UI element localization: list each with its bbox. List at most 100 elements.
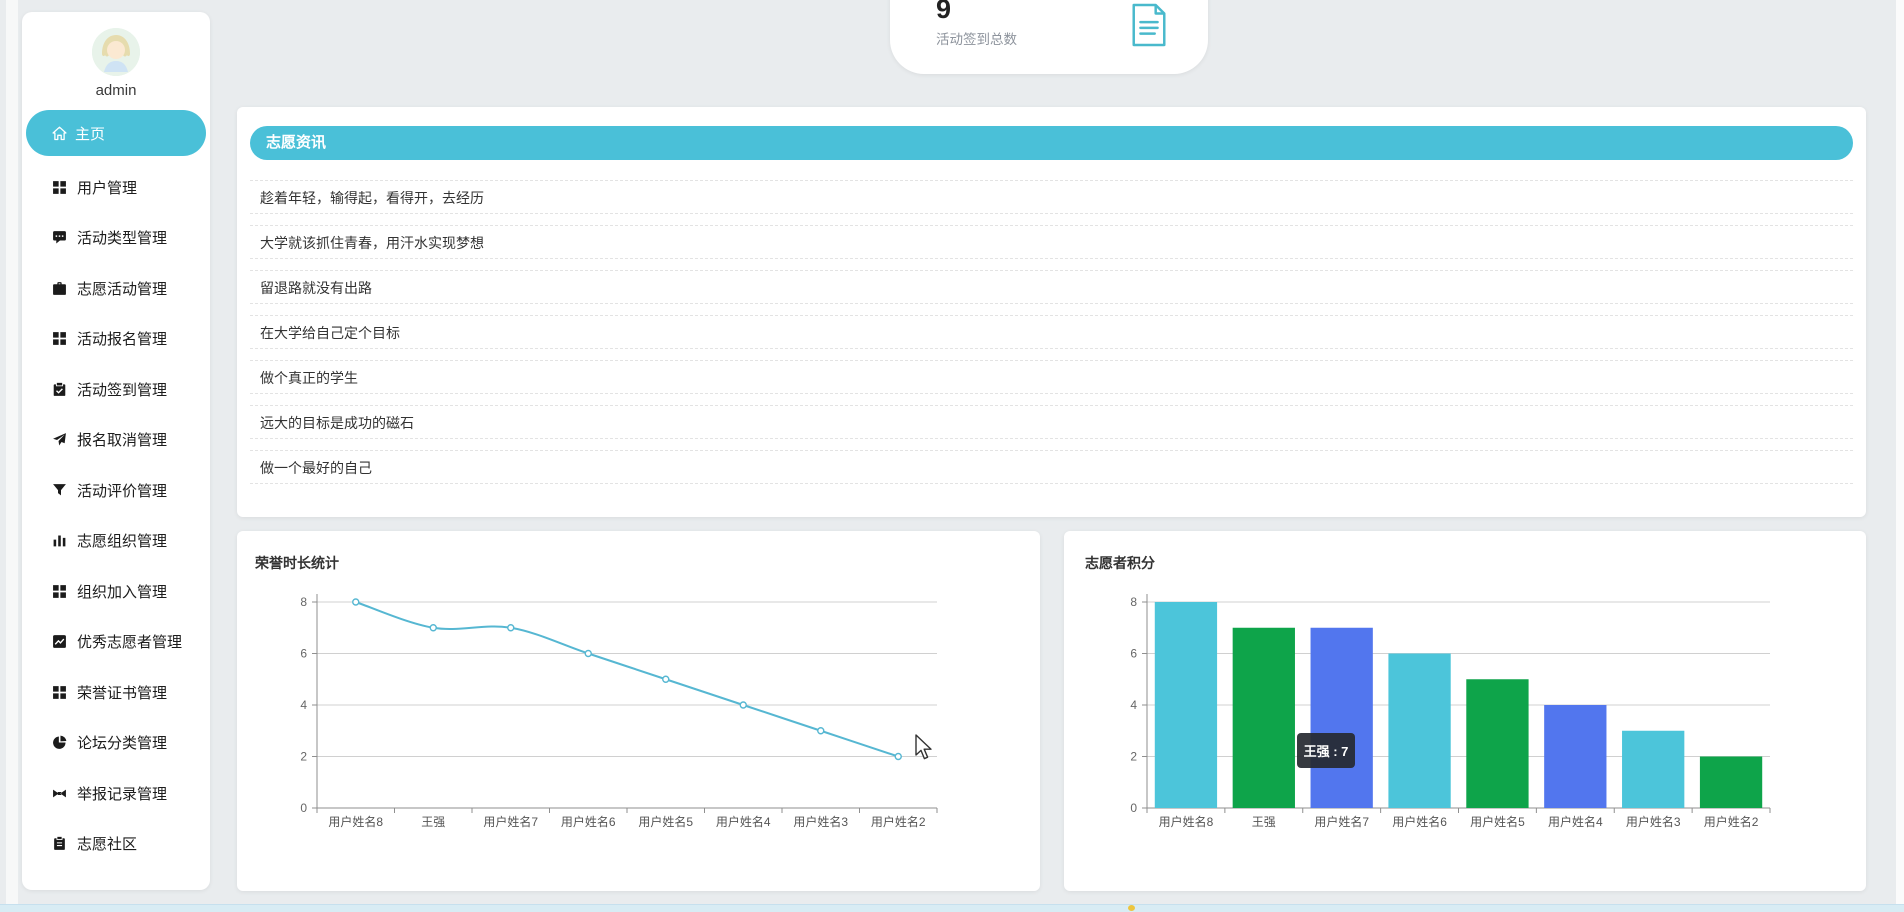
sidebar-item-3[interactable]: 志愿活动管理 xyxy=(22,263,210,314)
x-tick-label: 用户姓名4 xyxy=(716,814,771,829)
sidebar-menu: 用户管理活动类型管理志愿活动管理活动报名管理 活动签到管理 报名取消管理 活动评价管理… xyxy=(22,162,210,869)
sidebar-item-label: 主页 xyxy=(75,125,106,143)
x-tick-label: 王强 xyxy=(421,815,445,829)
clipboard-check-icon xyxy=(52,382,67,397)
volunteer-points-chart-card: 志愿者积分 0 2 4 6 8 用户姓名8 王强 用户姓名7 用户姓名6 用户姓名5 用户姓名4 用户… xyxy=(1064,531,1866,891)
chart-title: 荣誉时长统计 xyxy=(255,555,339,571)
y-tick-label: 8 xyxy=(300,595,307,609)
sidebar-item-label: 活动类型管理 xyxy=(77,230,168,248)
line-point-用户姓名5[interactable] xyxy=(662,675,670,683)
x-tick-label: 用户姓名2 xyxy=(871,814,926,829)
pie-chart-icon xyxy=(52,735,67,750)
x-tick-label: 用户姓名6 xyxy=(561,814,616,829)
sidebar-item-10[interactable]: 优秀志愿者管理 xyxy=(22,617,210,668)
bar-用户姓名2[interactable] xyxy=(1699,756,1763,809)
stat-value: 9 xyxy=(936,0,952,24)
sidebar-item-label: 用户管理 xyxy=(77,179,138,197)
sidebar-item-label: 志愿社区 xyxy=(77,836,138,854)
bar-王强[interactable] xyxy=(1232,627,1295,808)
sidebar-item-13[interactable]: 举报记录管理 xyxy=(22,768,210,819)
document-icon xyxy=(1128,2,1170,48)
y-tick-label: 8 xyxy=(1130,595,1137,609)
sidebar-item-home[interactable]: 主页 xyxy=(26,110,206,156)
line-point-用户姓名2[interactable] xyxy=(894,752,902,761)
report-icon xyxy=(52,786,67,801)
grid-icon xyxy=(52,331,67,346)
sidebar-item-6[interactable]: 报名取消管理 xyxy=(22,415,210,466)
news-item[interactable]: 趁着年轻，输得起，看得开，去经历 xyxy=(250,180,1853,214)
x-tick-label: 用户姓名6 xyxy=(1392,814,1447,829)
news-list: 趁着年轻，输得起，看得开，去经历 大学就该抓住青春，用汗水实现梦想 留退路就没有出路… xyxy=(250,180,1853,495)
bar-用户姓名4[interactable] xyxy=(1544,705,1607,808)
scrollbar-track[interactable] xyxy=(1896,0,1904,912)
grid-icon xyxy=(52,180,67,195)
y-tick-label: 6 xyxy=(300,647,307,661)
sidebar-item-9[interactable]: 组织加入管理 xyxy=(22,566,210,617)
bar-用户姓名8[interactable] xyxy=(1154,602,1218,808)
chart-title: 志愿者积分 xyxy=(1085,555,1155,571)
sidebar-item-2[interactable]: 活动类型管理 xyxy=(22,213,210,264)
sidebar-item-1[interactable]: 用户管理 xyxy=(22,162,210,213)
bar-用户姓名3[interactable] xyxy=(1622,730,1685,808)
sidebar-item-label: 组织加入管理 xyxy=(77,583,168,601)
x-tick-label: 用户姓名2 xyxy=(1704,814,1759,829)
news-item[interactable]: 做一个最好的自己 xyxy=(250,450,1853,484)
x-tick-label: 用户姓名7 xyxy=(1314,814,1369,829)
bar-用户姓名7[interactable] xyxy=(1310,627,1373,808)
x-tick-label: 用户姓名7 xyxy=(483,814,538,829)
sidebar-item-label: 荣誉证书管理 xyxy=(77,684,168,702)
clipboard-icon xyxy=(52,836,67,851)
bar-用户姓名5[interactable] xyxy=(1466,679,1529,808)
sidebar-item-7[interactable]: 活动评价管理 xyxy=(22,465,210,516)
bar-chart: 0 2 4 6 8 用户姓名8 王强 用户姓名7 用户姓名6 用户姓名5 用户姓名4 用户姓名3 用户姓… xyxy=(1130,594,1771,829)
avatar xyxy=(92,28,140,76)
y-tick-label: 0 xyxy=(1130,801,1137,815)
horizontal-scrollbar-track[interactable] xyxy=(0,904,1904,912)
x-tick-label: 王强 xyxy=(1252,815,1276,829)
line-chart: 0 2 4 6 8 用户姓名8 王强 用户姓名7 用户姓名6 用户姓名5 用户姓名4 用户姓名3 用户姓… xyxy=(300,594,938,829)
username: admin xyxy=(95,82,137,99)
news-item[interactable]: 大学就该抓住青春，用汗水实现梦想 xyxy=(250,225,1853,259)
news-item[interactable]: 在大学给自己定个目标 xyxy=(250,315,1853,349)
trend-chart-icon xyxy=(52,634,67,649)
sidebar-item-label: 优秀志愿者管理 xyxy=(77,634,183,652)
bottom-yellow-dot xyxy=(1128,905,1135,911)
news-item[interactable]: 做个真正的学生 xyxy=(250,360,1853,394)
sidebar-item-label: 活动报名管理 xyxy=(77,331,168,349)
y-tick-label: 2 xyxy=(1130,750,1137,764)
x-tick-label: 用户姓名3 xyxy=(1626,814,1681,829)
news-item[interactable]: 远大的目标是成功的磁石 xyxy=(250,405,1853,439)
stat-label: 活动签到总数 xyxy=(936,32,1017,47)
y-tick-label: 4 xyxy=(300,698,307,712)
briefcase-icon xyxy=(52,281,67,296)
sidebar-item-label: 报名取消管理 xyxy=(77,432,168,450)
sidebar-item-label: 活动签到管理 xyxy=(77,381,168,399)
sidebar-item-label: 举报记录管理 xyxy=(77,785,168,803)
honor-hours-chart-card: 荣誉时长统计 0 2 4 6 8 用户姓名8 王强 用户姓名7 用户姓名6 用户姓名5 用户姓名4 用… xyxy=(237,531,1040,891)
sidebar-item-11[interactable]: 荣誉证书管理 xyxy=(22,667,210,718)
line-point-用户姓名7[interactable] xyxy=(507,624,515,632)
y-tick-label: 4 xyxy=(1130,698,1137,712)
line-point-用户姓名3[interactable] xyxy=(817,727,825,735)
sidebar-item-8[interactable]: 志愿组织管理 xyxy=(22,516,210,567)
line-point-用户姓名6[interactable] xyxy=(584,649,592,658)
news-item[interactable]: 留退路就没有出路 xyxy=(250,270,1853,304)
bar-chart-icon xyxy=(52,533,67,548)
x-tick-label: 用户姓名3 xyxy=(793,814,848,829)
news-card: 志愿资讯 趁着年轻，输得起，看得开，去经历 大学就该抓住青春，用汗水实现梦想 留退路… xyxy=(237,107,1866,517)
line-point-用户姓名4[interactable] xyxy=(739,701,747,709)
x-tick-label: 用户姓名8 xyxy=(1159,814,1214,829)
sidebar-item-4[interactable]: 活动报名管理 xyxy=(22,314,210,365)
sidebar-item-5[interactable]: 活动签到管理 xyxy=(22,364,210,415)
sidebar-item-12[interactable]: 论坛分类管理 xyxy=(22,718,210,769)
line-point-王强[interactable] xyxy=(429,624,437,632)
sidebar-item-label: 活动评价管理 xyxy=(77,482,168,500)
line-point-用户姓名8[interactable] xyxy=(352,598,360,606)
x-tick-label: 用户姓名4 xyxy=(1548,814,1603,829)
sidebar-item-14[interactable]: 志愿社区 xyxy=(22,819,210,870)
left-gutter xyxy=(6,0,18,904)
y-tick-label: 2 xyxy=(300,750,307,764)
y-tick-label: 0 xyxy=(300,801,307,815)
bar-用户姓名6[interactable] xyxy=(1388,653,1451,809)
